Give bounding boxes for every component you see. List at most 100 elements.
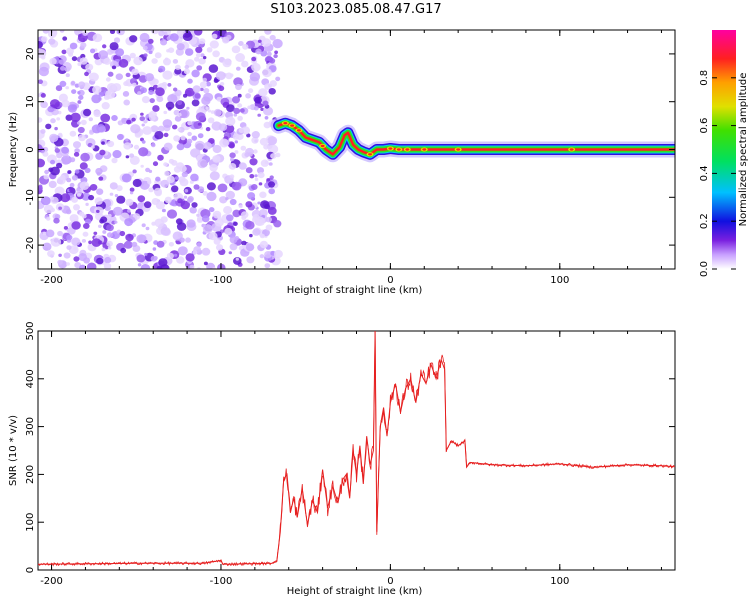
noise-blob (191, 202, 198, 208)
noise-blob (254, 177, 259, 181)
noise-blob (162, 70, 173, 80)
noise-blob (230, 157, 234, 162)
noise-blob (155, 201, 165, 210)
noise-blob (38, 66, 50, 77)
noise-blob (192, 85, 201, 93)
noise-blob (249, 174, 255, 179)
noise-blob (165, 101, 175, 110)
noise-blob (235, 83, 242, 91)
noise-blob (213, 238, 221, 245)
noise-blob (107, 246, 112, 250)
noise-blob (93, 231, 98, 235)
noise-blob (176, 256, 185, 264)
noise-blob (269, 58, 276, 64)
noise-blob (257, 201, 261, 205)
noise-blob (203, 261, 208, 266)
noise-blob (166, 49, 170, 53)
noise-blob (71, 120, 80, 128)
noise-blob (109, 30, 116, 34)
noise-blob (115, 73, 124, 80)
noise-blob (206, 182, 216, 191)
noise-blob (38, 158, 45, 168)
noise-blob (168, 242, 174, 247)
spectrogram-ylabel: Frequency (Hz) (8, 112, 19, 188)
noise-blob (47, 250, 55, 258)
noise-blob (203, 88, 210, 94)
noise-blob (238, 128, 245, 134)
noise-blob (157, 125, 165, 132)
noise-blob (44, 169, 49, 175)
noise-blob (102, 44, 107, 49)
noise-blob (88, 240, 92, 245)
colorbar-tick-label: 0.8 (699, 70, 710, 86)
noise-blob (40, 93, 46, 98)
noise-blob (67, 170, 72, 174)
noise-blob (50, 207, 55, 213)
noise-blob (112, 206, 123, 216)
noise-blob (140, 164, 144, 168)
noise-blob (48, 167, 54, 173)
noise-blob (148, 187, 154, 193)
noise-blob (174, 68, 182, 75)
spectrogram-xlabel: Height of straight line (km) (287, 285, 423, 296)
noise-blob (168, 47, 175, 53)
noise-blob (195, 46, 203, 53)
noise-blob (189, 206, 197, 214)
noise-blob (177, 128, 181, 132)
snr-xtick-label: -200 (40, 576, 63, 587)
noise-blob (174, 89, 182, 97)
noise-blob (137, 263, 142, 267)
noise-blob (86, 262, 97, 269)
noise-blob (107, 213, 112, 218)
noise-blob (240, 145, 247, 151)
noise-blob (76, 193, 82, 197)
noise-blob (203, 56, 207, 60)
noise-blob (136, 234, 147, 244)
noise-blob (49, 57, 57, 65)
noise-blob (122, 91, 130, 97)
noise-blob (233, 107, 241, 114)
track-hotspot-core (320, 144, 325, 148)
noise-blob (241, 60, 249, 68)
noise-blob (216, 96, 223, 102)
noise-blob (104, 256, 112, 264)
noise-blob (263, 106, 273, 116)
noise-blob (66, 47, 74, 55)
noise-blob (98, 50, 109, 60)
noise-blob (147, 180, 152, 185)
noise-blob (140, 87, 147, 94)
noise-blob (71, 221, 81, 230)
noise-blob (205, 127, 211, 132)
noise-blob (77, 91, 81, 95)
noise-blob (164, 196, 172, 204)
noise-blob (125, 72, 131, 78)
noise-blob (273, 220, 282, 228)
noise-blob (124, 218, 133, 227)
noise-blob (38, 93, 41, 98)
noise-blob (148, 114, 156, 121)
noise-blob (256, 167, 265, 174)
noise-blob (83, 257, 90, 264)
noise-blob (246, 133, 251, 138)
noise-blobs (38, 30, 283, 269)
noise-blob (205, 81, 211, 87)
noise-blob (246, 256, 255, 264)
noise-blob (205, 106, 210, 110)
noise-blob (120, 247, 127, 254)
noise-blob (229, 152, 236, 159)
noise-blob (173, 135, 181, 142)
noise-blob (62, 36, 68, 41)
noise-blob (174, 115, 182, 122)
noise-blob (129, 35, 138, 43)
track-hotspot-core (368, 153, 373, 156)
noise-blob (71, 89, 77, 94)
noise-blob (116, 195, 126, 204)
noise-blob (105, 89, 116, 99)
noise-blob (252, 228, 261, 236)
spectrogram-xtick-label: 0 (387, 275, 393, 286)
colorbar: 0.0 0.2 0.4 0.6 0.8 Normalized spectral ampli… (699, 30, 749, 277)
noise-blob (273, 54, 278, 59)
noise-blob (41, 36, 48, 42)
